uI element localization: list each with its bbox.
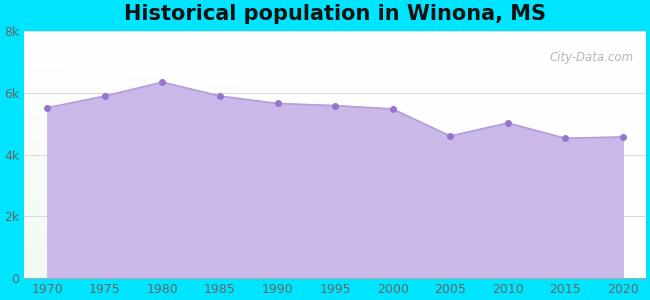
Title: Historical population in Winona, MS: Historical population in Winona, MS — [124, 4, 546, 24]
Text: City-Data.com: City-Data.com — [549, 51, 633, 64]
